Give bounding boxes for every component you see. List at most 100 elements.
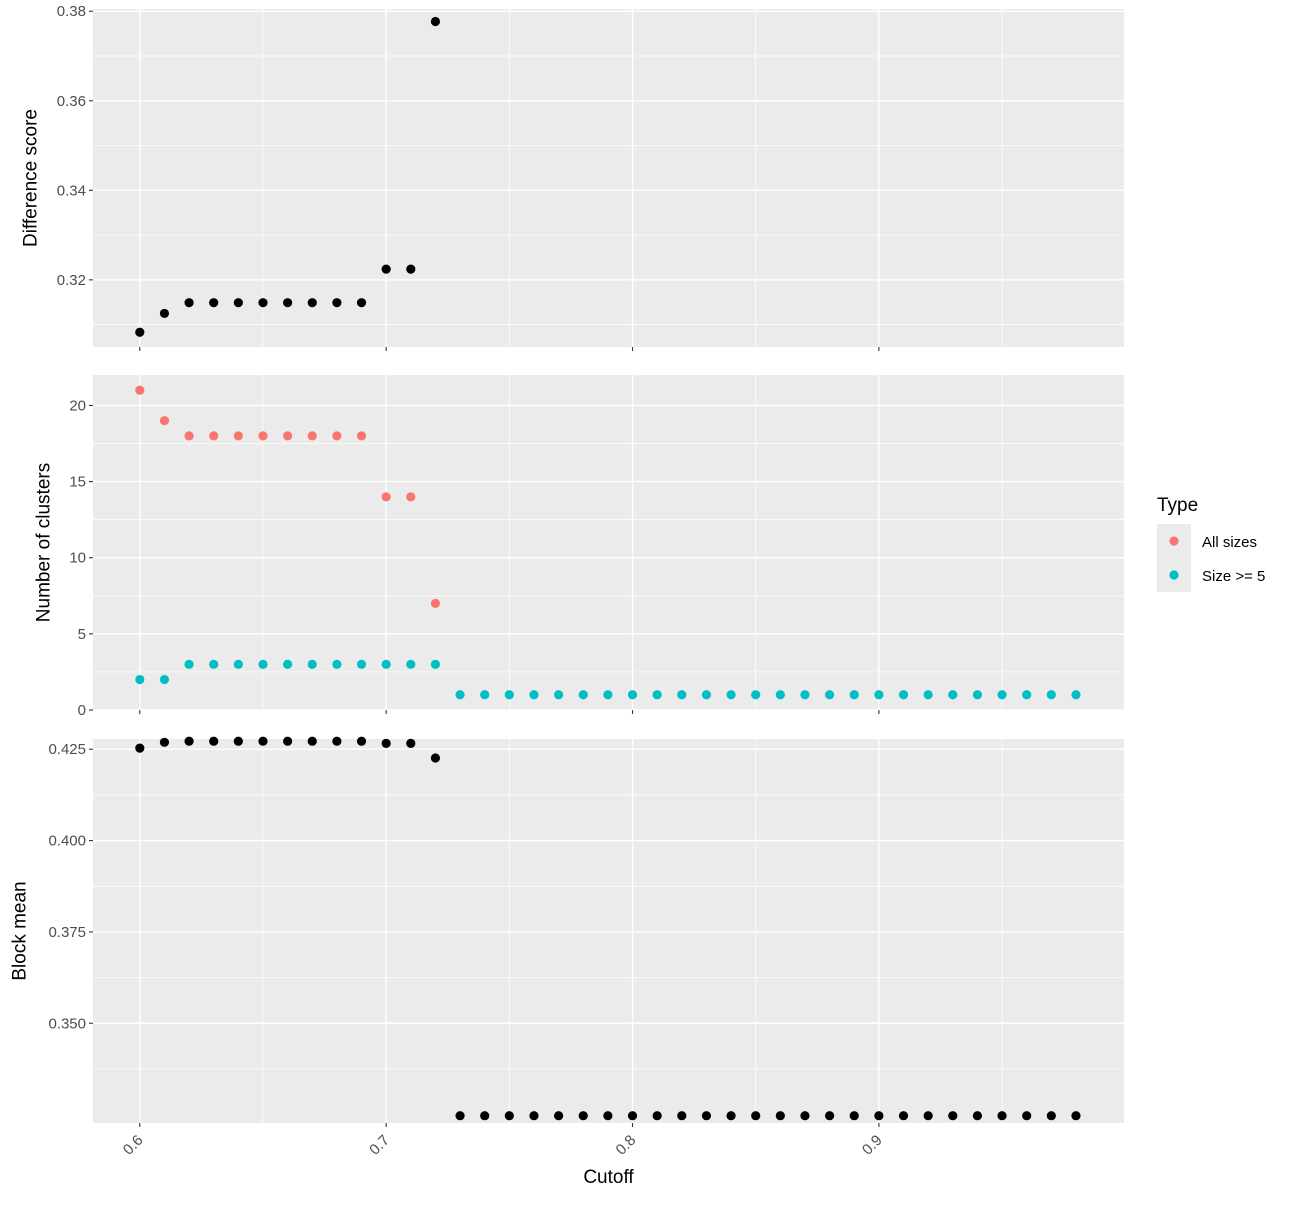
data-point-size-5 [184,659,194,669]
legend-key-point [1169,570,1179,580]
data-point-size-5 [751,690,761,700]
data-point-series-1 [406,738,416,748]
data-point-series-1 [504,1111,514,1121]
y-tick-label: 0.375 [48,924,86,941]
data-point-size-5 [356,659,367,669]
data-point-size-5 [627,690,638,700]
y-tick-label: 0 [78,702,86,719]
data-point-all-sizes [356,431,367,441]
panel-background-3 [93,739,1124,1123]
data-point-size-5 [652,690,662,700]
data-point-series-1 [356,298,367,308]
data-point-series-1 [554,1111,564,1121]
data-point-series-1 [332,298,342,308]
y-tick-label: 0.425 [48,741,86,758]
data-point-all-sizes [406,492,416,502]
y-tick-label: 15 [69,474,86,491]
data-point-size-5 [1046,690,1056,700]
data-point-series-1 [1022,1111,1032,1121]
data-point-size-5 [455,690,465,700]
data-point-size-5 [948,690,958,700]
data-point-size-5 [677,690,687,700]
data-point-size-5 [997,690,1007,700]
y-axis-title: Number of clusters [34,463,55,622]
data-point-series-1 [209,298,219,308]
data-point-size-5 [775,690,785,700]
data-point-size-5 [480,690,490,700]
data-point-series-1 [159,737,170,747]
data-point-size-5 [923,690,933,700]
data-point-size-5 [726,690,736,700]
data-point-series-1 [233,736,243,746]
data-point-series-1 [209,736,219,746]
y-tick-label: 10 [69,550,86,567]
data-point-size-5 [430,659,441,669]
data-point-series-1 [332,736,342,746]
data-point-size-5 [135,674,145,685]
x-tick-label: 0.8 [613,1132,640,1159]
data-point-series-1 [430,16,441,27]
data-point-all-sizes [135,385,145,395]
x-axis-title: Cutoff [583,1167,634,1188]
data-point-series-1 [184,736,194,746]
data-point-all-sizes [381,492,391,502]
data-point-series-1 [381,264,391,274]
panel-background-2 [93,375,1124,710]
data-point-series-1 [874,1111,884,1121]
data-point-all-sizes [258,431,268,441]
data-point-size-5 [307,659,317,669]
data-point-series-1 [677,1111,687,1121]
data-point-series-1 [726,1111,736,1121]
data-point-series-1 [258,298,268,308]
legend-title: Type [1157,495,1198,516]
data-point-series-1 [184,298,194,308]
legend-label: All sizes [1202,534,1257,551]
data-point-size-5 [898,690,909,700]
data-point-series-1 [751,1111,761,1121]
data-point-series-1 [627,1111,638,1121]
data-point-size-5 [554,690,564,700]
data-point-size-5 [529,690,539,700]
y-axis-title: Difference score [21,109,42,247]
data-point-series-1 [1046,1111,1056,1121]
data-point-size-5 [1071,690,1081,700]
data-point-series-1 [652,1111,662,1121]
y-tick-label: 0.36 [57,93,86,110]
y-tick-label: 0.32 [57,272,86,289]
data-point-all-sizes [307,431,317,441]
data-point-size-5 [283,659,293,669]
data-point-series-1 [997,1111,1007,1121]
data-point-all-sizes [184,431,194,441]
data-point-series-1 [1071,1111,1081,1121]
data-point-size-5 [159,674,170,685]
data-point-series-1 [948,1111,958,1121]
data-point-size-5 [874,690,884,700]
data-point-series-1 [283,736,293,746]
data-point-size-5 [849,690,859,700]
y-tick-label: 0.350 [48,1015,86,1032]
data-point-size-5 [209,659,219,669]
data-point-all-sizes [332,431,342,441]
data-point-series-1 [406,264,416,274]
data-point-series-1 [800,1111,810,1121]
data-point-size-5 [701,690,712,700]
x-tick-label: 0.9 [859,1132,886,1159]
data-point-size-5 [381,659,391,669]
y-tick-label: 20 [69,397,86,414]
y-tick-label: 0.34 [57,182,86,199]
data-point-series-1 [529,1111,539,1121]
data-point-series-1 [258,736,268,746]
data-point-series-1 [381,738,391,748]
data-point-all-sizes [430,598,441,609]
data-point-size-5 [406,659,416,669]
data-point-series-1 [135,327,145,337]
data-point-size-5 [1022,690,1032,700]
data-point-size-5 [504,690,514,700]
panel-background-1 [93,9,1124,347]
data-point-series-1 [430,753,441,763]
data-point-series-1 [898,1111,909,1121]
data-point-series-1 [701,1111,712,1121]
data-point-all-sizes [159,416,170,426]
data-point-series-1 [480,1111,490,1121]
legend-key-point [1169,536,1179,546]
